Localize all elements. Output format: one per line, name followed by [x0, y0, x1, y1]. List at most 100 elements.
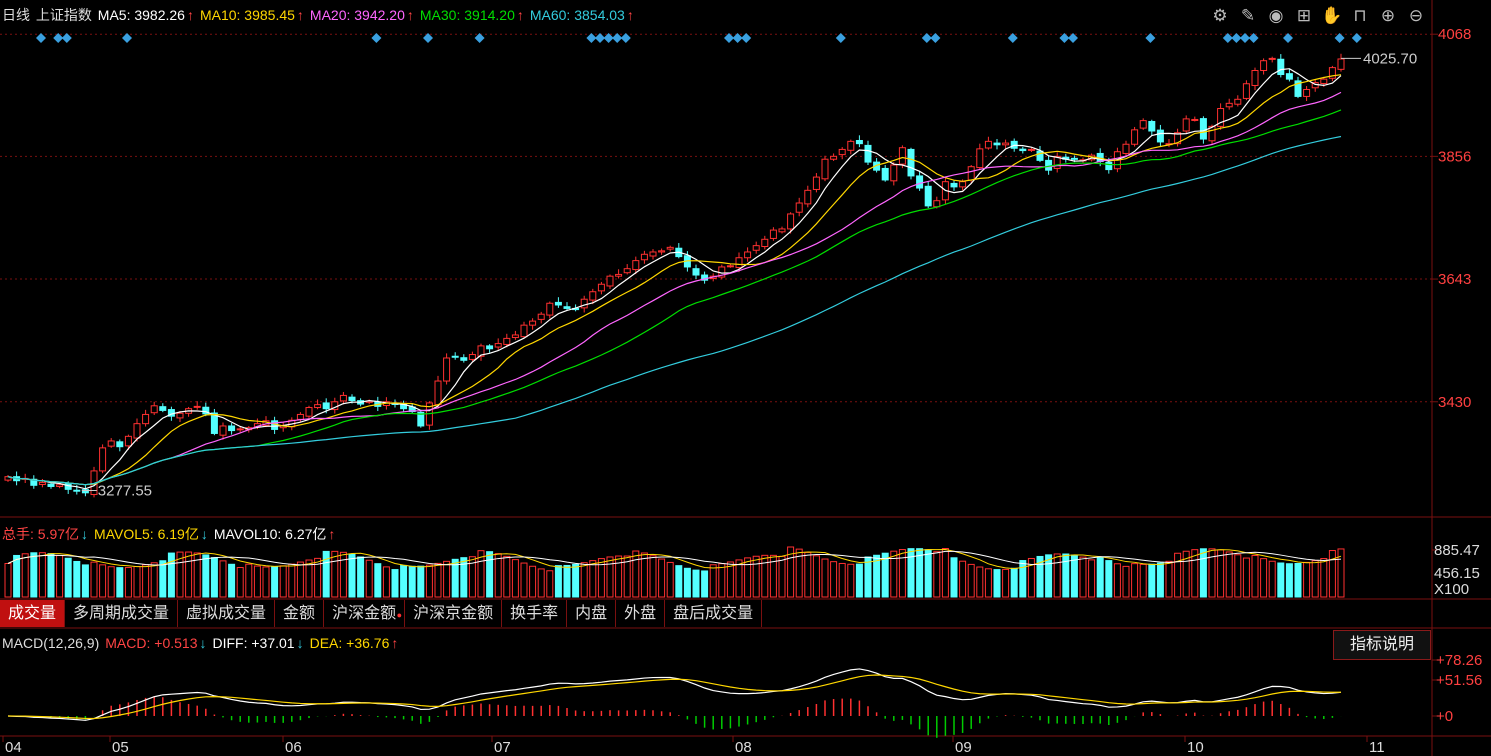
volume-bar	[1277, 562, 1285, 598]
volume-bar	[468, 556, 476, 598]
ma10-line	[7, 74, 1342, 486]
up-arrow-icon: ↑	[626, 7, 634, 23]
price-tick-label: 3856	[1438, 148, 1471, 165]
volume-bar	[683, 567, 691, 598]
candle-body	[1294, 80, 1302, 97]
signal-diamond	[1068, 33, 1078, 43]
candle-body	[116, 441, 124, 448]
candle-body	[339, 394, 347, 402]
candle-body	[597, 283, 605, 292]
volume-bar	[21, 553, 29, 598]
candle-body	[477, 345, 485, 357]
candle-body	[107, 440, 115, 447]
briefcase-icon[interactable]: ⊞	[1296, 6, 1312, 25]
volume-bar	[331, 550, 339, 598]
volume-legend-item: MAVOL5: 6.19亿	[94, 526, 199, 542]
candle-body	[847, 140, 855, 151]
candle-body	[769, 229, 777, 239]
indicator-explain-button[interactable]: 指标说明	[1333, 630, 1431, 660]
hand-icon[interactable]: ✋	[1321, 6, 1343, 25]
zoom-out-icon[interactable]: ⊖	[1408, 6, 1424, 25]
volume-bar	[1268, 560, 1276, 598]
volume-bar	[374, 563, 382, 598]
candle-body	[967, 166, 975, 181]
zoom-in-icon[interactable]: ⊕	[1380, 6, 1396, 25]
tab-2[interactable]: 虚拟成交量	[178, 600, 276, 627]
volume-bar	[1096, 556, 1104, 598]
candle-body	[1285, 73, 1293, 80]
price-tick-label: 3430	[1438, 394, 1471, 411]
high-price-label: 4025.70	[1363, 50, 1417, 67]
volume-bar	[296, 561, 304, 598]
volume-axis-top: 885.47	[1434, 542, 1480, 559]
candle-body	[202, 406, 210, 415]
candle-body	[443, 357, 451, 382]
candle-body	[735, 257, 743, 269]
tab-1[interactable]: 多周期成交量	[65, 600, 179, 627]
volume-bar	[993, 569, 1001, 598]
candle-body	[640, 253, 648, 261]
ma60-value: MA60: 3854.03	[529, 7, 625, 23]
candle-body	[1036, 150, 1044, 161]
chart-toolbar: ⚙ ✎ ◉ ⊞ ✋ ⊓ ⊕ ⊖	[1209, 5, 1427, 27]
tab-5[interactable]: 沪深京金额	[405, 600, 503, 627]
candle-body	[1320, 78, 1328, 84]
volume-bar	[391, 569, 399, 598]
signal-diamond	[1351, 33, 1362, 43]
tab-0[interactable]: 成交量	[0, 600, 66, 627]
volume-bar	[1070, 554, 1078, 598]
candle-body	[864, 144, 872, 163]
candle-body	[348, 396, 356, 402]
volume-bar	[1148, 563, 1156, 598]
volume-bar	[365, 559, 373, 598]
candle-body	[1242, 83, 1250, 99]
candle-body	[1199, 118, 1207, 140]
signal-diamond	[1007, 33, 1018, 43]
volume-bar	[1182, 550, 1190, 598]
volume-bar	[1156, 562, 1164, 598]
candle-body	[701, 274, 709, 281]
price-tick-label: 3643	[1438, 271, 1471, 288]
candle-body	[1002, 142, 1010, 146]
tab-8[interactable]: 外盘	[616, 600, 666, 627]
candle-body	[81, 489, 89, 494]
volume-bar	[408, 565, 416, 598]
volume-bar	[632, 550, 640, 598]
candle-body	[615, 273, 623, 277]
down-arrow-icon: ↓	[296, 635, 304, 651]
candle-body	[924, 185, 932, 207]
up-arrow-icon: ↑	[328, 526, 336, 542]
volume-bar	[597, 558, 605, 598]
volume-bar	[271, 566, 279, 598]
volume-bar	[563, 564, 571, 598]
tab-7[interactable]: 内盘	[567, 600, 617, 627]
tab-4[interactable]: 沪深金额 ●	[324, 600, 406, 627]
signal-diamond	[595, 33, 605, 43]
gear-icon[interactable]: ⚙	[1212, 6, 1228, 25]
volume-bar	[1191, 549, 1199, 598]
candle-body	[744, 251, 752, 259]
lock-icon[interactable]: ⊓	[1353, 6, 1367, 25]
volume-axis-unit: X100	[1434, 581, 1469, 598]
tab-label: 盘后成交量	[673, 605, 754, 622]
eye-icon[interactable]: ◉	[1268, 6, 1284, 25]
candle-body	[959, 181, 967, 188]
tab-9[interactable]: 盘后成交量	[665, 600, 763, 627]
index-name: 上证指数	[35, 7, 92, 23]
tab-6[interactable]: 换手率	[502, 600, 568, 627]
signal-diamond	[423, 33, 433, 43]
candle-body	[761, 238, 769, 248]
tab-3[interactable]: 金额	[275, 600, 325, 627]
ma5-value: MA5: 3982.26	[97, 7, 185, 23]
volume-bar	[288, 563, 296, 598]
candle-body	[804, 189, 812, 205]
pen-icon[interactable]: ✎	[1240, 6, 1256, 25]
up-arrow-icon: ↑	[391, 635, 399, 651]
volume-bar	[38, 552, 46, 598]
volume-bar	[769, 554, 777, 598]
volume-bar	[1320, 558, 1328, 598]
candle-body	[133, 423, 141, 439]
notification-dot-icon: ●	[396, 610, 403, 620]
volume-bar	[666, 561, 674, 598]
